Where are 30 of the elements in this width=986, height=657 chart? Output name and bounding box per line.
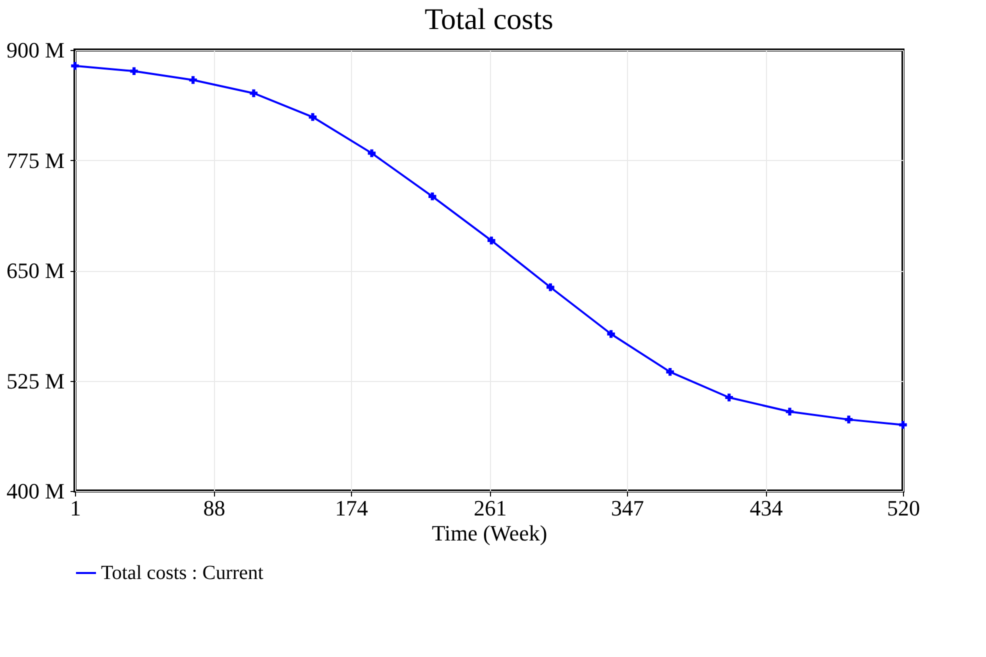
y-tick-label: 525 M — [6, 368, 64, 394]
point — [368, 149, 376, 158]
x-tick-label: 1 — [70, 496, 81, 520]
y-tick-label: 775 M — [6, 148, 64, 173]
point — [844, 416, 853, 424]
x-tick-label: 174 — [335, 496, 368, 520]
point — [607, 330, 615, 338]
y-tick-label: 900 M — [6, 38, 64, 62]
legend-label: Total costs : Current — [101, 562, 264, 584]
point — [308, 113, 317, 121]
point — [546, 283, 554, 292]
point — [488, 236, 496, 244]
x-tick-label: 88 — [203, 496, 226, 520]
x-tick-label: 261 — [474, 496, 507, 520]
point — [899, 420, 907, 429]
point — [189, 76, 197, 84]
point — [428, 192, 436, 200]
x-tick-label: 347 — [611, 496, 644, 520]
point — [786, 408, 794, 416]
y-tick-label: 650 M — [6, 258, 64, 283]
chart-title: Total costs — [424, 3, 554, 36]
point — [130, 67, 138, 76]
point — [725, 394, 733, 402]
x-axis-title: Time (Week) — [432, 520, 548, 546]
point — [250, 89, 258, 98]
point — [666, 368, 674, 376]
y-tick-label: 400 M — [6, 478, 64, 504]
point — [71, 62, 79, 70]
x-tick-label: 434 — [750, 496, 783, 520]
x-tick-label: 520 — [887, 496, 920, 520]
